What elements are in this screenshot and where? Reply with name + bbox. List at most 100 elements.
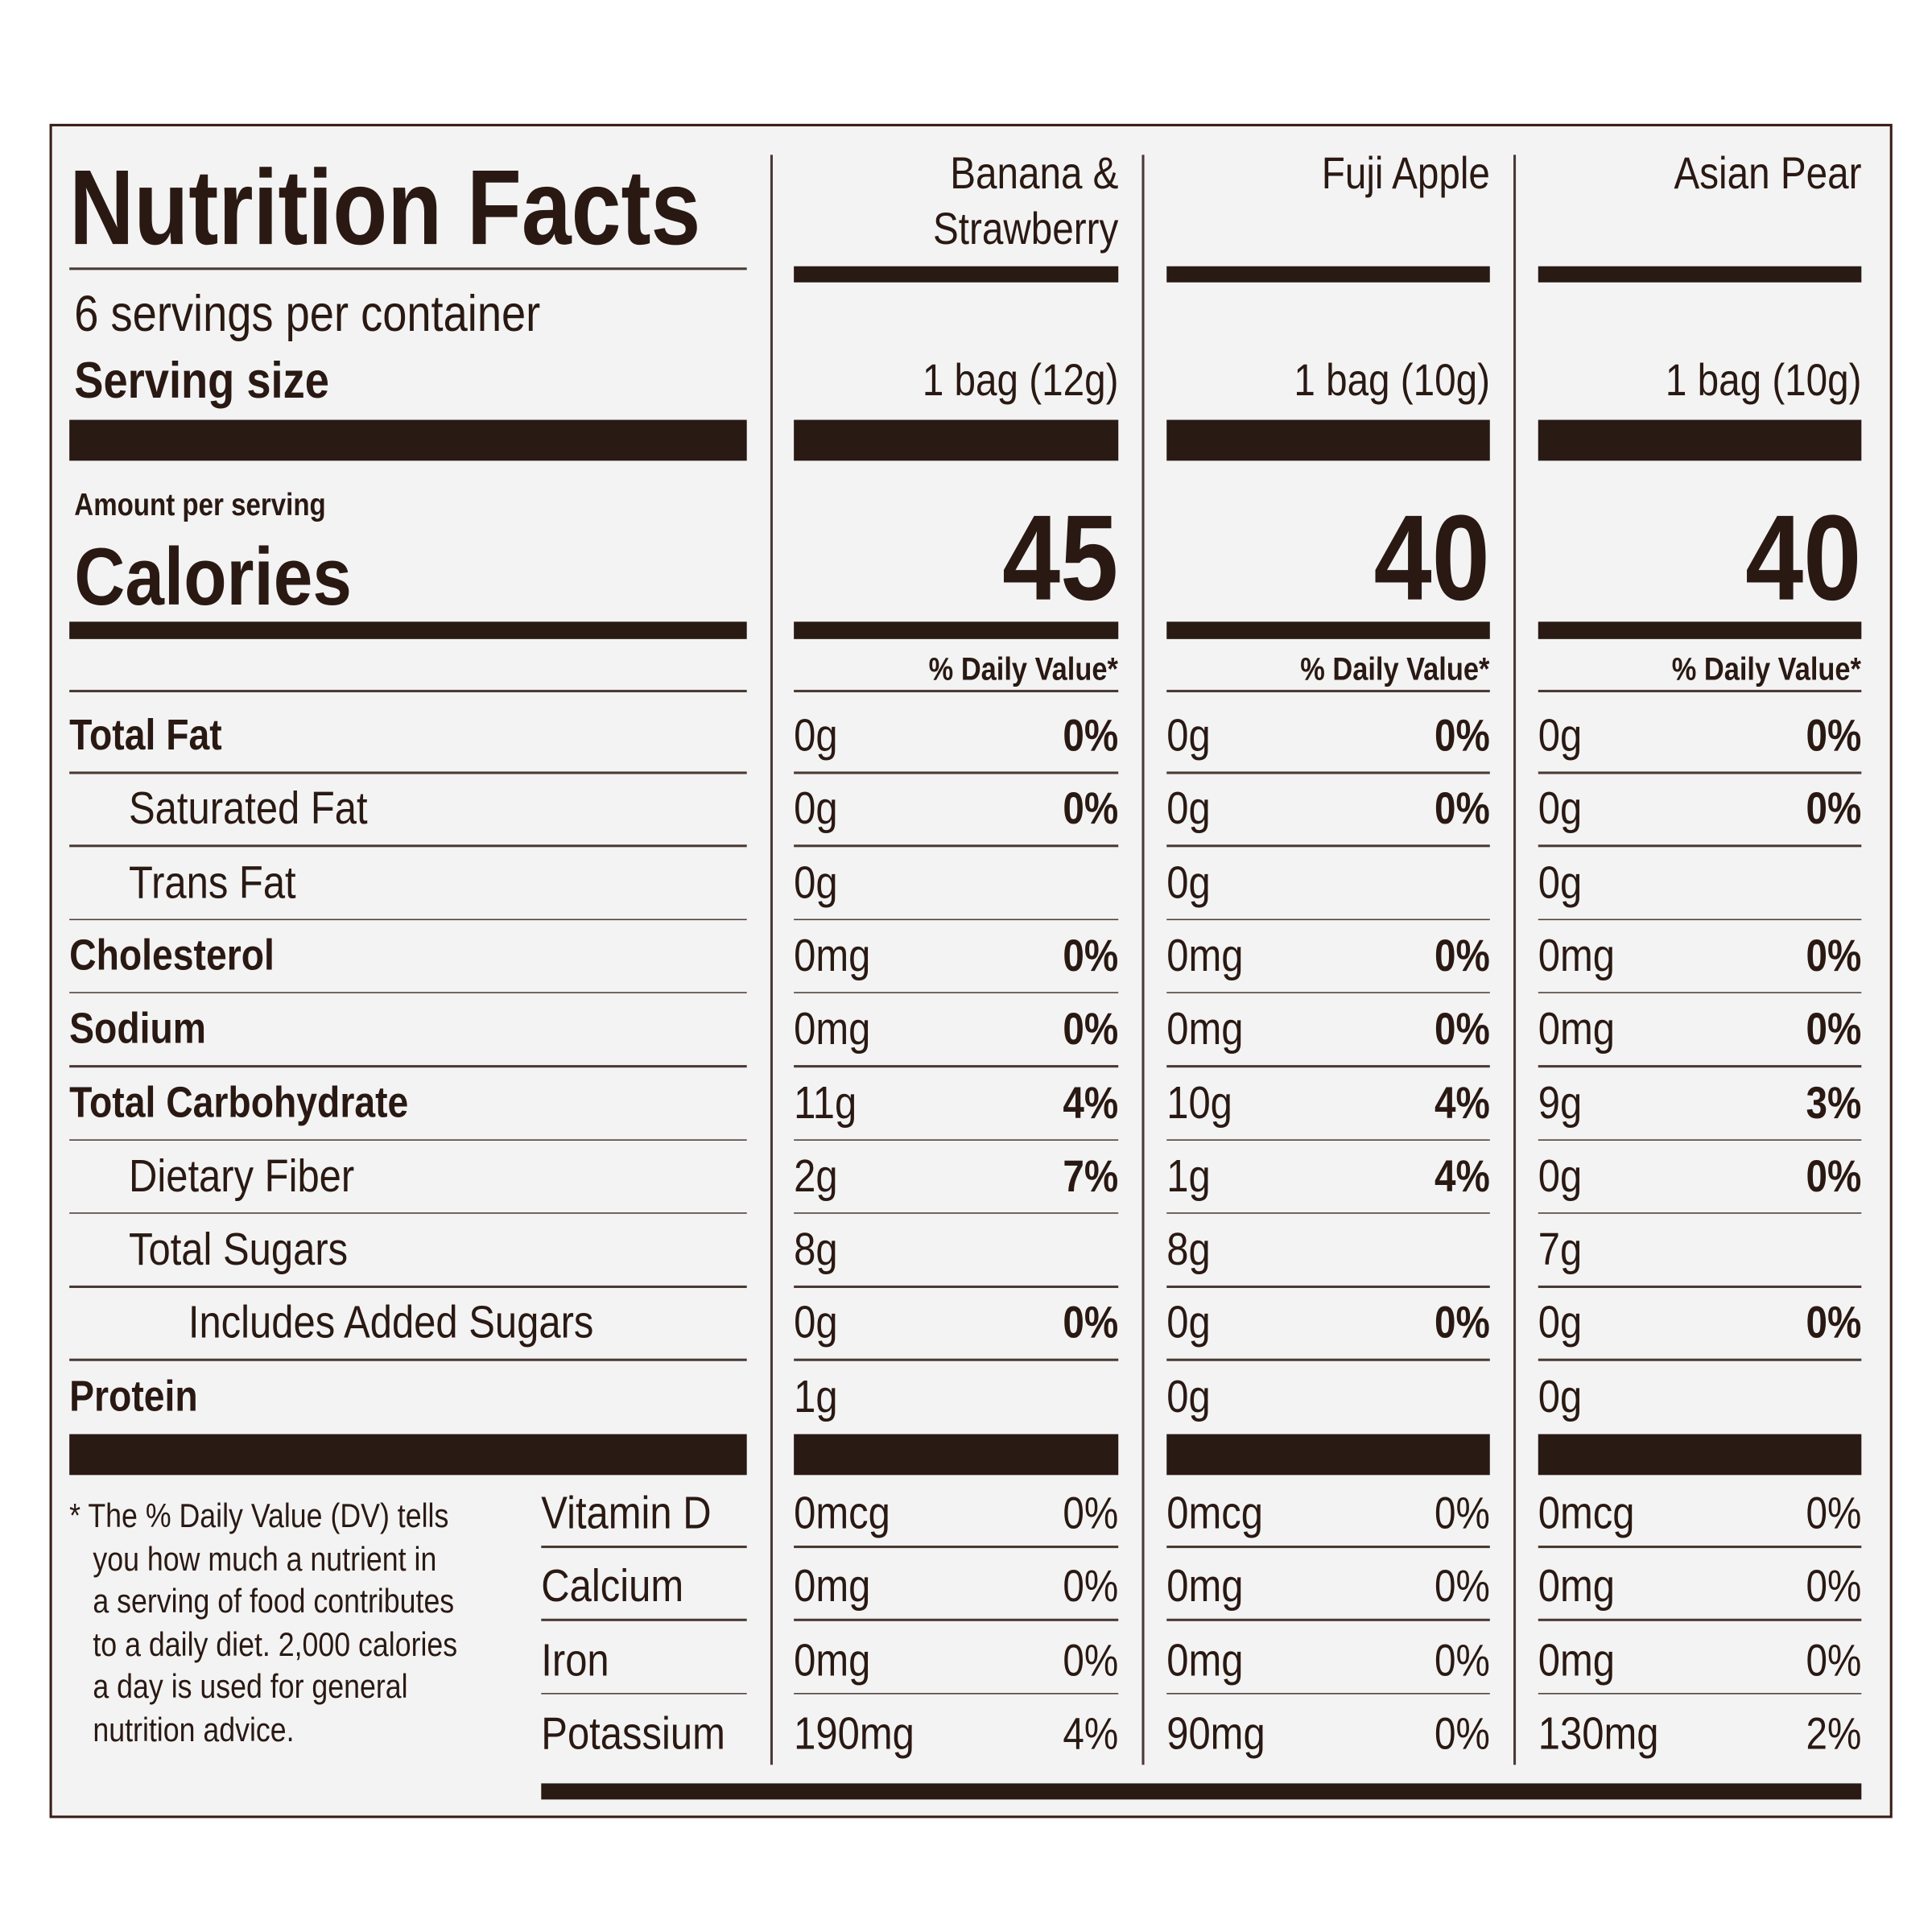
vitamin-amount: 0mg [1166,1634,1244,1686]
nutrient-amount: 0g [1538,782,1583,834]
medium-divider [794,266,1119,283]
nutrient-daily-value: 7% [1063,1150,1119,1201]
nutrient-amount: 0g [794,782,838,834]
vitamin-amount: 0mcg [1166,1487,1263,1538]
row-divider [794,1065,1119,1067]
row-divider [69,1286,747,1288]
nutrient-label: Trans Fat [128,856,296,908]
nutrient-amount: 0g [1166,1370,1211,1422]
thick-divider [1166,1434,1490,1476]
nutrient-amount: 1g [1166,1150,1211,1201]
nutrition-facts-panel [49,123,1893,1818]
vitamin-daily-value: 0% [1806,1487,1862,1538]
vitamin-amount: 0mg [1166,1560,1244,1612]
divider [69,267,747,270]
row-divider [69,1065,747,1067]
row-divider [1166,1619,1490,1621]
nutrient-label: Dietary Fiber [128,1150,355,1201]
vitamin-daily-value: 0% [1434,1560,1490,1612]
vitamin-amount: 0mcg [794,1487,890,1538]
nutrient-daily-value: 4% [1063,1076,1119,1128]
nutrient-daily-value: 0% [1063,782,1119,834]
daily-value-header: % Daily Value* [1672,650,1862,687]
thick-divider [1538,1434,1862,1476]
thick-divider [1166,419,1490,461]
divider [794,689,1119,692]
row-divider [1166,771,1490,774]
nutrient-daily-value: 0% [1434,709,1490,761]
nutrient-label: Includes Added Sugars [188,1297,594,1348]
nutrient-amount: 2g [794,1150,838,1201]
calories-value: 45 [1001,489,1119,625]
row-divider [69,1359,747,1361]
nutrient-daily-value: 0% [1434,930,1490,981]
nutrient-amount: 0g [1538,1150,1583,1201]
footnote-line: * The % Daily Value (DV) tells [69,1496,449,1535]
vitamin-daily-value: 0% [1434,1487,1490,1538]
nutrient-daily-value: 0% [1806,709,1862,761]
thick-divider [794,419,1119,461]
nutrient-label: Saturated Fat [128,782,368,834]
row-divider [1538,1286,1862,1288]
row-divider [69,1138,747,1141]
row-divider [1166,1286,1490,1288]
amount-per-serving: Amount per serving [74,488,326,523]
column-divider [770,155,773,1765]
nutrient-daily-value: 3% [1806,1076,1862,1128]
row-divider [794,1138,1119,1141]
vitamin-daily-value: 0% [1063,1560,1119,1612]
nutrient-amount: 0g [1166,709,1211,761]
nutrient-amount: 9g [1538,1076,1583,1128]
vitamin-daily-value: 0% [1434,1707,1490,1759]
medium-divider [1166,621,1490,639]
serving-size-value: 1 bag (12g) [922,353,1119,406]
servings-per-container: 6 servings per container [74,284,541,342]
product-name: Banana & [949,147,1119,199]
nutrient-label: Protein [69,1372,198,1421]
divider [1166,689,1490,692]
nutrient-amount: 0g [1538,1297,1583,1348]
product-name [1166,198,1490,260]
column-divider [1141,155,1144,1765]
row-divider [794,992,1119,994]
daily-value-header: % Daily Value* [1300,650,1490,687]
vitamin-daily-value: 0% [1806,1634,1862,1686]
daily-value-header: % Daily Value* [929,650,1119,687]
serving-size-value: 1 bag (10g) [1665,353,1862,406]
nutrient-amount: 0g [1166,1297,1211,1348]
nutrient-daily-value: 0% [1806,930,1862,981]
product-name: Asian Pear [1674,147,1862,199]
vitamin-daily-value: 0% [1063,1634,1119,1686]
footnote-line: you how much a nutrient in [93,1540,437,1578]
row-divider [541,1619,747,1621]
nutrient-daily-value: 0% [1806,1297,1862,1348]
vitamin-daily-value: 0% [1063,1487,1119,1538]
nutrient-daily-value: 4% [1434,1150,1490,1201]
nutrient-amount: 0mg [1166,1003,1244,1055]
row-divider [794,1212,1119,1215]
nutrient-daily-value: 0% [1063,930,1119,981]
calories-value: 40 [1745,489,1862,625]
row-divider [794,1619,1119,1621]
row-divider [1166,918,1490,921]
row-divider [1538,1545,1862,1548]
vitamin-amount: 90mg [1166,1707,1265,1759]
vitamin-amount: 0mg [794,1560,871,1612]
thick-divider [1538,419,1862,461]
product-name: Fuji Apple [1321,147,1490,199]
serving-size-value: 1 bag (10g) [1294,353,1490,406]
nutrient-label: Total Carbohydrate [69,1078,409,1127]
row-divider [794,1692,1119,1695]
nutrient-label: Cholesterol [69,931,275,980]
calories-value: 40 [1373,489,1490,625]
product-name [1538,198,1862,260]
row-divider [794,1286,1119,1288]
row-divider [69,844,747,847]
row-divider [1538,1138,1862,1141]
medium-divider [1538,266,1862,283]
nutrient-label: Sodium [69,1004,206,1053]
vitamin-amount: 0mg [1538,1634,1616,1686]
vitamin-amount: 0mcg [1538,1487,1635,1538]
row-divider [1166,1138,1490,1141]
